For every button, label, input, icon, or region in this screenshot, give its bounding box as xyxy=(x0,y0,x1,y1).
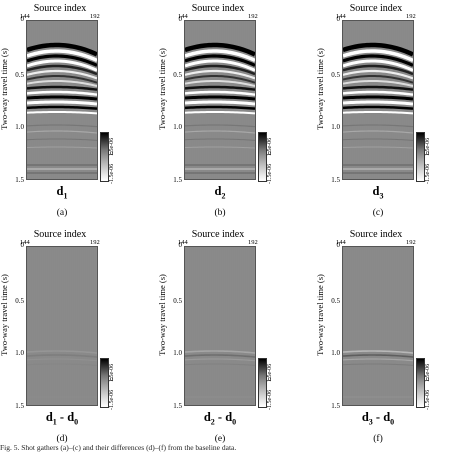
y-tick-label: 0 xyxy=(336,15,341,23)
y-axis-label: Two-way travel time (s) xyxy=(157,48,167,130)
y-tick-label: 1.5 xyxy=(331,402,340,410)
subfigure-label: (a) xyxy=(56,208,68,218)
colorbar-mid-label: 0 xyxy=(268,376,272,383)
y-axis-label: Two-way travel time (s) xyxy=(0,48,9,130)
x-tick-left: 144 xyxy=(178,13,188,20)
y-tick-label: 1.5 xyxy=(173,176,182,184)
y-tick-label: 1.0 xyxy=(331,349,340,357)
x-tick-right: 192 xyxy=(248,13,258,20)
subfigure-label: (e) xyxy=(214,434,226,444)
y-tick-label: 1.0 xyxy=(173,123,182,131)
y-tick-label: 0.5 xyxy=(331,71,340,79)
seismic-section-plot xyxy=(184,246,256,406)
x-axis-label: Source index xyxy=(349,3,403,14)
colorbar xyxy=(100,358,109,408)
subfigure-f: Source index 144 192 Two-way travel time (s… xyxy=(315,229,468,450)
y-tick-label: 0 xyxy=(336,241,341,249)
y-tick-label: 1.5 xyxy=(15,176,24,184)
x-tick-right: 192 xyxy=(406,13,416,20)
colorbar-mid-label: 0 xyxy=(110,150,114,157)
y-tick-label: 0.5 xyxy=(173,71,182,79)
data-label: d1 xyxy=(56,184,68,201)
y-tick-label: 0 xyxy=(178,241,183,249)
x-axis-label: Source index xyxy=(191,3,245,14)
data-label: d2 - d0 xyxy=(203,410,237,427)
y-axis-label: Two-way travel time (s) xyxy=(157,274,167,356)
y-tick-label: 1.5 xyxy=(331,176,340,184)
seismic-section-plot xyxy=(26,246,98,406)
y-tick-label: 0.5 xyxy=(173,297,182,305)
x-tick-right: 192 xyxy=(248,239,258,246)
x-axis-label: Source index xyxy=(33,3,87,14)
subfigure-label: (c) xyxy=(372,208,384,218)
y-tick-label: 0.5 xyxy=(15,297,24,305)
x-tick-left: 144 xyxy=(20,239,30,246)
colorbar-mid-label: 0 xyxy=(426,376,430,383)
colorbar xyxy=(100,132,109,182)
colorbar-min-label: -1.5e-06 xyxy=(109,163,115,184)
y-tick-label: 0 xyxy=(20,241,25,249)
subfigure-label: (f) xyxy=(373,434,383,444)
colorbar xyxy=(258,358,267,408)
x-tick-left: 144 xyxy=(20,13,30,20)
x-tick-right: 192 xyxy=(90,13,100,20)
colorbar-mid-label: 0 xyxy=(110,376,114,383)
colorbar-mid-label: 0 xyxy=(426,150,430,157)
x-tick-left: 144 xyxy=(336,239,346,246)
data-label: d2 xyxy=(214,184,226,201)
x-axis-label: Source index xyxy=(33,229,87,240)
subfigure-a: Source index 144 192 Two-way travel time (s… xyxy=(0,3,152,224)
y-axis-label: Two-way travel time (s) xyxy=(315,48,325,130)
y-tick-label: 1.5 xyxy=(15,402,24,410)
seismic-section-plot xyxy=(342,20,414,180)
y-tick-label: 1.0 xyxy=(15,349,24,357)
x-tick-right: 192 xyxy=(90,239,100,246)
colorbar-min-label: -1.5e-06 xyxy=(267,389,273,410)
subfigure-e: Source index 144 192 Two-way travel time (s… xyxy=(157,229,310,450)
data-label: d3 xyxy=(372,184,384,201)
x-tick-left: 144 xyxy=(336,13,346,20)
y-tick-label: 0 xyxy=(178,15,183,23)
seismic-section-plot xyxy=(26,20,98,180)
y-axis-label: Two-way travel time (s) xyxy=(315,274,325,356)
seismic-section-plot xyxy=(342,246,414,406)
subfigure-d: Source index 144 192 Two-way travel time (s… xyxy=(0,229,152,450)
colorbar-min-label: -1.5e-06 xyxy=(425,163,431,184)
x-axis-label: Source index xyxy=(191,229,245,240)
colorbar-min-label: -1.5e-06 xyxy=(109,389,115,410)
data-label: d1 - d0 xyxy=(45,410,79,427)
colorbar xyxy=(258,132,267,182)
colorbar-min-label: -1.5e-06 xyxy=(267,163,273,184)
y-tick-label: 0.5 xyxy=(331,297,340,305)
subfigure-label: (d) xyxy=(56,434,68,444)
colorbar xyxy=(416,132,425,182)
y-tick-label: 1.5 xyxy=(173,402,182,410)
colorbar xyxy=(416,358,425,408)
colorbar-mid-label: 0 xyxy=(268,150,272,157)
seismic-section-plot xyxy=(184,20,256,180)
x-tick-right: 192 xyxy=(406,239,416,246)
subfigure-c: Source index 144 192 Two-way travel time (s… xyxy=(315,3,468,224)
y-tick-label: 1.0 xyxy=(331,123,340,131)
y-tick-label: 0 xyxy=(20,15,25,23)
x-axis-label: Source index xyxy=(349,229,403,240)
y-tick-label: 1.0 xyxy=(15,123,24,131)
y-axis-label: Two-way travel time (s) xyxy=(0,274,9,356)
subfigure-label: (b) xyxy=(214,208,226,218)
subfigure-b: Source index 144 192 Two-way travel time (s… xyxy=(157,3,310,224)
x-tick-left: 144 xyxy=(178,239,188,246)
y-tick-label: 1.0 xyxy=(173,349,182,357)
y-tick-label: 0.5 xyxy=(15,71,24,79)
colorbar-min-label: -1.5e-06 xyxy=(425,389,431,410)
figure-caption: Fig. 5. Shot gathers (a)–(c) and their d… xyxy=(0,444,237,452)
data-label: d3 - d0 xyxy=(361,410,395,427)
